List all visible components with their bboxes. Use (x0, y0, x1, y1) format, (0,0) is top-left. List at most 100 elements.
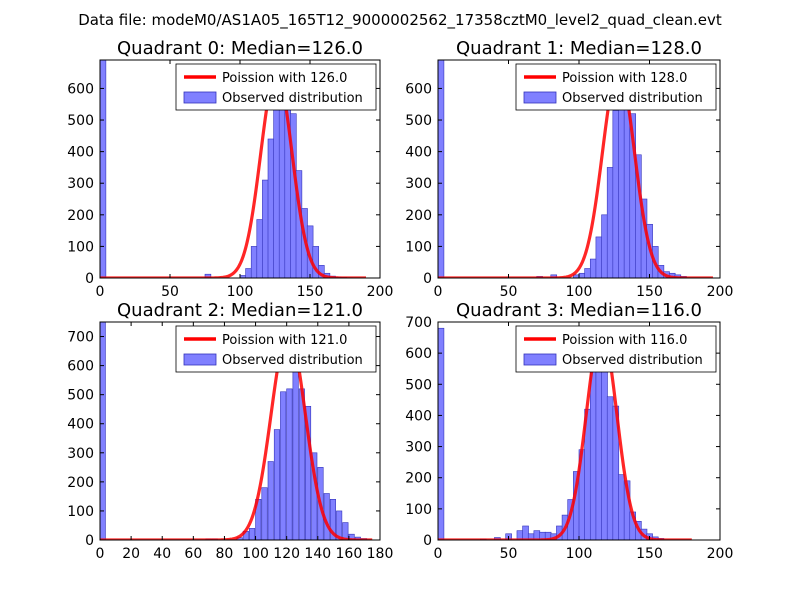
histogram-bar (100, 60, 107, 278)
x-tick-label: 50 (500, 546, 518, 562)
x-tick-label: 60 (184, 546, 202, 562)
panel-quadrant-2: 0 20 40 60 80 100 120 140 160 1800100200300400500… (67, 300, 393, 562)
panel-quadrant-0: 0 50 100 150 200 0 100 200 300 400 500 600 Quadrant … (67, 38, 393, 300)
y-tick-label: 0 (85, 271, 94, 287)
y-tick-label: 200 (67, 475, 94, 491)
histogram-bar (522, 525, 529, 540)
y-tick-label: 100 (405, 239, 432, 255)
x-tick-label: 100 (566, 546, 593, 562)
x-tick-label: 100 (566, 284, 593, 300)
y-tick-label: 700 (405, 315, 432, 331)
histogram-bar (606, 396, 614, 540)
histogram-bar (438, 327, 445, 540)
histogram-bar (273, 91, 280, 278)
y-tick-label: 500 (67, 388, 94, 404)
y-tick-label: 600 (67, 359, 94, 375)
y-tick-label: 400 (67, 417, 94, 433)
x-tick-label: 120 (273, 546, 300, 562)
histogram-bar (305, 405, 312, 540)
y-tick-label: 0 (423, 271, 432, 287)
histogram-bar (578, 272, 586, 278)
y-tick-label: 200 (405, 471, 432, 487)
y-tick-label: 0 (85, 533, 94, 549)
histogram-bar (286, 388, 293, 540)
histogram-bar (601, 362, 608, 540)
legend-observed-label: Observed distribution (222, 91, 363, 106)
y-tick-label: 600 (405, 81, 432, 97)
x-tick-label: 140 (304, 546, 331, 562)
y-tick-label: 100 (67, 504, 94, 520)
x-tick-label: 50 (500, 284, 518, 300)
histogram-bar (595, 352, 603, 540)
histogram-bar (256, 219, 263, 278)
y-tick-label: 400 (67, 145, 94, 161)
histogram-bar (250, 246, 258, 278)
histogram-bar (204, 273, 212, 278)
histogram-bar (589, 258, 597, 278)
x-tick-label: 100 (242, 546, 269, 562)
histogram-bar (262, 179, 269, 278)
panel-title: Quadrant 0: Median=126.0 (117, 38, 363, 59)
histogram-bar (100, 322, 106, 540)
legend-poisson-label: Poission with 121.0 (222, 333, 347, 348)
x-tick-label: 20 (122, 546, 140, 562)
x-tick-label: 200 (707, 546, 734, 562)
histogram-bar (249, 528, 256, 540)
y-tick-label: 600 (67, 81, 94, 97)
panel-quadrant-3: 0 50 100 150 200 0 100 200 300 400 500 600 700 Quadra… (405, 300, 733, 562)
legend-observed-label: Observed distribution (562, 91, 703, 106)
histogram-bar (267, 138, 275, 278)
poisson-curve (100, 330, 374, 540)
y-tick-label: 300 (67, 446, 94, 462)
panel-title: Quadrant 3: Median=116.0 (456, 300, 702, 321)
y-tick-label: 100 (405, 502, 432, 518)
x-tick-label: 200 (707, 284, 734, 300)
histogram-bar (245, 268, 252, 278)
legend-bar-swatch (183, 353, 217, 366)
y-tick-label: 200 (67, 208, 94, 224)
y-tick-label: 400 (405, 145, 432, 161)
y-tick-label: 700 (67, 330, 94, 346)
x-tick-label: 150 (636, 284, 663, 300)
x-tick-label: 0 (434, 284, 443, 300)
y-tick-label: 300 (405, 440, 432, 456)
legend-bar-swatch (183, 91, 217, 104)
x-tick-label: 0 (96, 284, 105, 300)
x-tick-label: 0 (96, 546, 105, 562)
legend: Poission with 116.0 Observed distribution (515, 325, 717, 373)
x-tick-label: 160 (336, 546, 363, 562)
histogram-bar (595, 236, 603, 278)
legend-bar-swatch (523, 91, 557, 104)
legend: Poission with 121.0 Observed distribution (175, 325, 377, 373)
x-tick-label: 80 (216, 546, 234, 562)
histogram-bar (606, 167, 614, 278)
histogram-bar (278, 81, 286, 278)
y-tick-label: 400 (405, 408, 432, 424)
histogram-bar (273, 429, 280, 540)
x-tick-label: 0 (434, 546, 443, 562)
y-tick-label: 100 (67, 239, 94, 255)
x-tick-label: 200 (367, 284, 394, 300)
y-tick-label: 500 (405, 377, 432, 393)
legend: Poission with 126.0 Observed distribution (175, 63, 377, 111)
y-tick-label: 600 (405, 346, 432, 362)
legend-observed-label: Observed distribution (562, 353, 703, 368)
legend-poisson-label: Poission with 116.0 (562, 333, 687, 348)
poisson-curve (438, 67, 714, 278)
x-tick-label: 100 (227, 284, 254, 300)
x-tick-label: 150 (636, 546, 663, 562)
legend-poisson-label: Poission with 128.0 (562, 71, 687, 86)
panel-quadrant-1: 0 50 100 150 200 0 100 200 300 400 500 600 Quadrant … (405, 38, 733, 300)
histogram-bar (589, 365, 597, 540)
x-tick-label: 40 (153, 546, 171, 562)
y-tick-label: 300 (405, 176, 432, 192)
x-tick-label: 180 (367, 546, 394, 562)
panel-title: Quadrant 2: Median=121.0 (117, 300, 363, 321)
y-tick-label: 0 (423, 533, 432, 549)
figure-suptitle: Data file: modeM0/AS1A05_165T12_90000025… (78, 11, 722, 30)
histogram-bar (280, 391, 287, 540)
x-tick-label: 50 (161, 284, 179, 300)
y-tick-label: 500 (405, 113, 432, 129)
histogram-bar (612, 110, 620, 278)
